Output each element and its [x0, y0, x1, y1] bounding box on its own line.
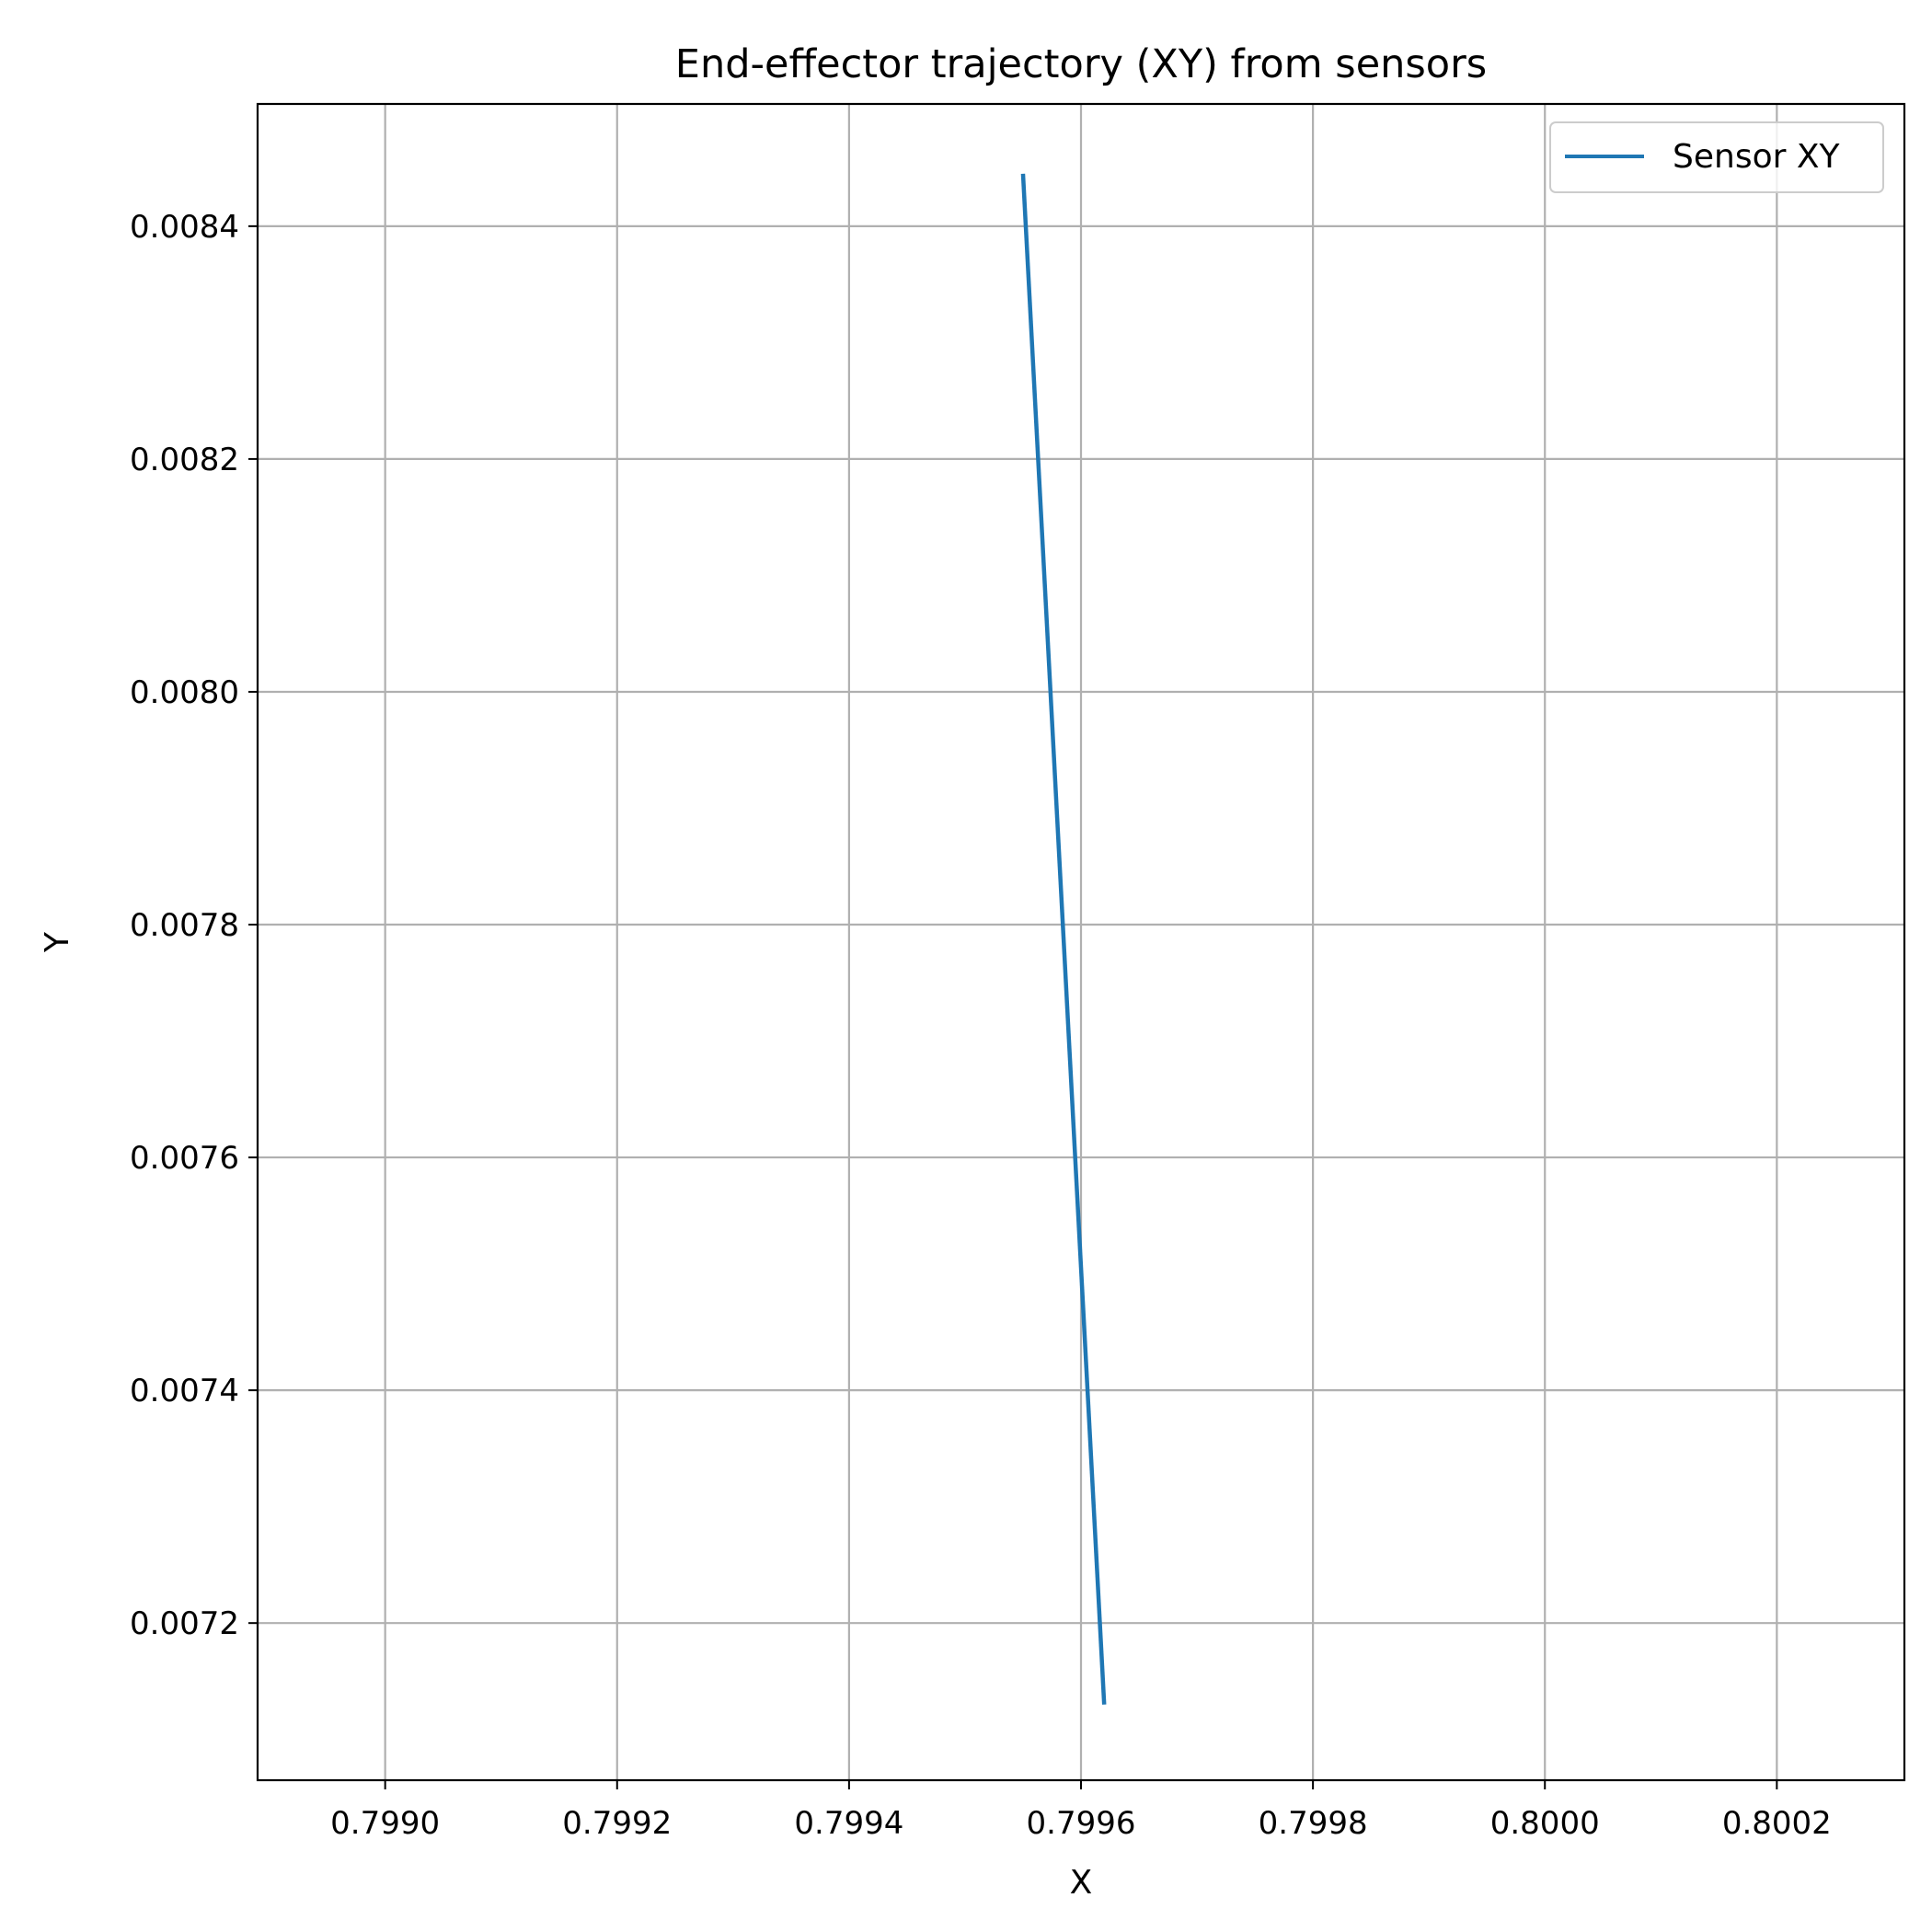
x-tick-label: 0.7992 [562, 1805, 672, 1842]
chart-title: End-effector trajectory (XY) from sensor… [675, 41, 1487, 87]
x-axis-label: X [1070, 1864, 1093, 1902]
y-tick-label: 0.0082 [130, 442, 239, 478]
y-tick-label: 0.0076 [130, 1140, 239, 1177]
series-layer [1020, 173, 1107, 1705]
ticks: 0.7990 0.7992 0.7994 0.7996 0.7998 0.8000 0.80… [130, 209, 1832, 1842]
x-tick-label: 0.8000 [1490, 1805, 1600, 1842]
x-tick-label: 0.8002 [1722, 1805, 1832, 1842]
x-tick-label: 0.7996 [1027, 1805, 1136, 1842]
y-tick-label: 0.0080 [130, 674, 239, 711]
legend-box [1549, 121, 1884, 193]
y-tick-label: 0.0084 [130, 209, 239, 246]
y-tick-label: 0.0074 [130, 1373, 239, 1409]
legend: Sensor XY [1549, 121, 1884, 193]
series-line-sensor-xy [1020, 173, 1107, 1705]
y-tick-label: 0.0078 [130, 907, 239, 944]
x-tick-label: 0.7998 [1259, 1805, 1368, 1842]
x-tick-label: 0.7990 [330, 1805, 440, 1842]
y-tick-label: 0.0072 [130, 1605, 239, 1642]
x-tick-label: 0.7994 [794, 1805, 903, 1842]
legend-label-sensor-xy: Sensor XY [1673, 138, 1841, 176]
grid [258, 104, 1904, 1780]
y-axis-label: Y [39, 931, 76, 953]
